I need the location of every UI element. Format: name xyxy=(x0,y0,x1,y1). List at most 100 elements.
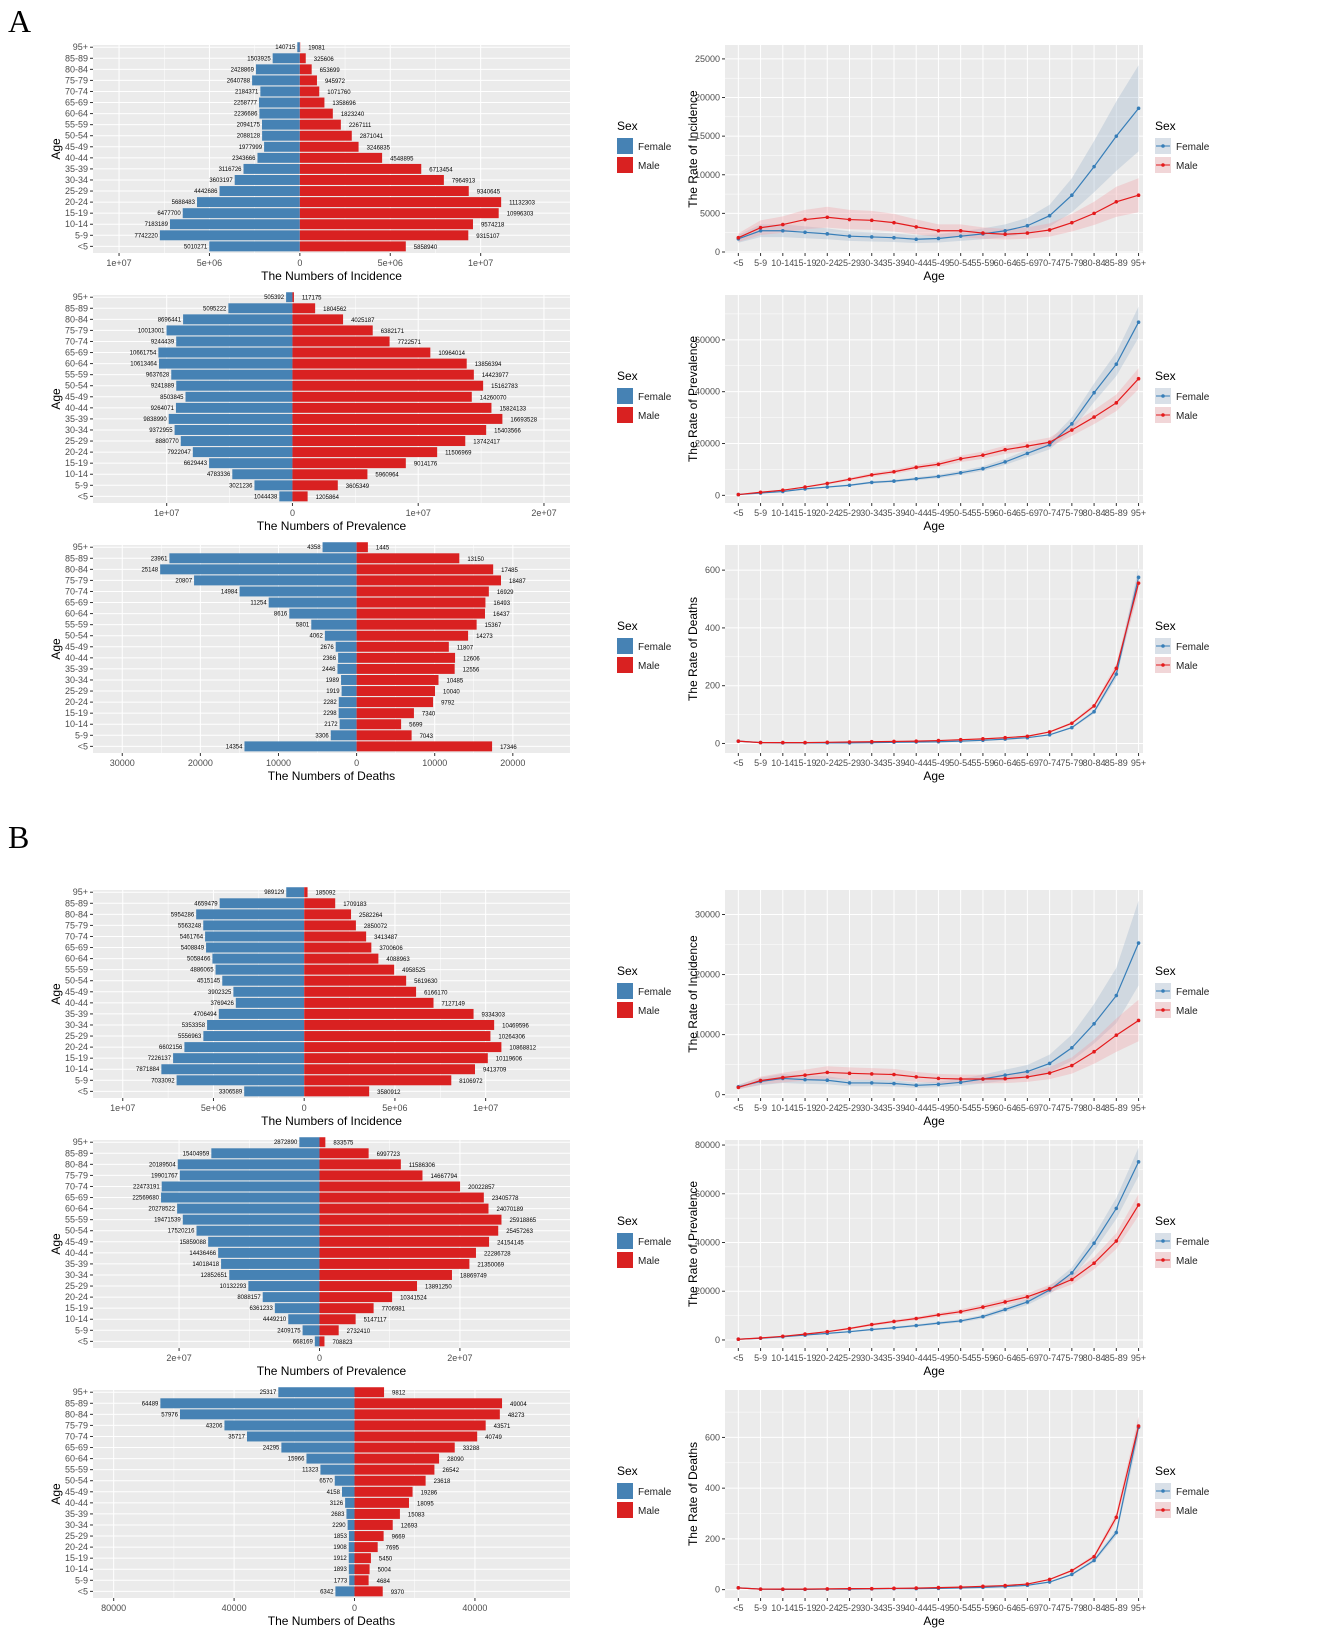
age-tick-label: 20-24 xyxy=(816,1103,839,1113)
female-value-label: 8696441 xyxy=(158,317,182,323)
female-rate-point xyxy=(1114,993,1119,998)
female-bar xyxy=(159,230,300,241)
female-value-label: 9241889 xyxy=(151,384,175,390)
y-tick-label: 20000 xyxy=(695,439,720,449)
age-tick-label: 75-79 xyxy=(65,75,88,85)
male-value-label: 15162783 xyxy=(491,384,518,390)
age-tick-label: 20-24 xyxy=(65,197,88,207)
male-rate-point xyxy=(1070,1063,1074,1068)
y-tick-label: 10000 xyxy=(695,170,720,180)
male-bar xyxy=(319,1247,476,1258)
female-bar xyxy=(257,152,300,163)
y-tick-label: 200 xyxy=(705,681,720,691)
male-rate-point xyxy=(1025,231,1030,235)
female-bar xyxy=(348,1553,355,1564)
legend-item-female: Female xyxy=(1155,1233,1210,1249)
male-bar xyxy=(319,1192,484,1203)
age-tick-label: 55-59 xyxy=(971,758,994,768)
age-tick-label: 40-44 xyxy=(65,653,88,663)
female-value-label: 10013001 xyxy=(138,328,165,334)
female-value-label: 19471539 xyxy=(154,1218,181,1224)
female-bar xyxy=(347,1520,355,1530)
age-tick-label: 45-49 xyxy=(65,642,88,652)
x-tick-label: 5e+06 xyxy=(378,258,403,268)
female-value-label: 4659479 xyxy=(194,901,218,907)
y-tick-label: 60000 xyxy=(695,1189,720,1199)
age-tick-label: 25-29 xyxy=(65,1031,88,1041)
legend-label-male: Male xyxy=(1176,161,1198,172)
legend-item-male: Male xyxy=(1155,1002,1198,1018)
female-rate-point xyxy=(892,479,896,483)
legend-item-male: Male xyxy=(617,157,660,173)
age-tick-label: 80-84 xyxy=(1083,1103,1106,1113)
female-value-label: 4886065 xyxy=(190,968,214,974)
female-bar xyxy=(274,1303,320,1314)
male-value-label: 15367 xyxy=(485,623,502,629)
female-bar xyxy=(222,975,305,986)
female-rate-point xyxy=(1136,1160,1141,1164)
female-rate-point xyxy=(981,1314,985,1319)
age-tick-label: 70-74 xyxy=(1038,1103,1061,1113)
legend-label-male: Male xyxy=(1176,1006,1198,1017)
age-tick-label: 80-84 xyxy=(65,564,88,574)
female-bar xyxy=(264,141,300,152)
female-value-label: 4062 xyxy=(310,634,324,640)
male-value-label: 18487 xyxy=(509,579,526,585)
age-tick-label: 60-64 xyxy=(65,1454,88,1464)
legend-label-male: Male xyxy=(638,1506,660,1517)
plot-panel xyxy=(725,45,1143,253)
x-tick-label: 40000 xyxy=(462,1603,487,1613)
male-bar xyxy=(356,708,414,719)
female-bar xyxy=(182,208,300,219)
female-value-label: 57976 xyxy=(161,1412,178,1418)
male-rate-point xyxy=(1047,730,1052,734)
male-bar xyxy=(292,303,316,314)
female-rate-point xyxy=(1047,1580,1052,1584)
female-value-label: 668169 xyxy=(293,1339,314,1345)
male-bar xyxy=(292,480,338,491)
y-tick-label: 20000 xyxy=(695,970,720,980)
legend-item-male: Male xyxy=(1155,1502,1198,1518)
female-bar xyxy=(288,1314,320,1325)
y-tick-label: 20000 xyxy=(695,1286,720,1296)
age-tick-label: 15-19 xyxy=(65,1553,88,1563)
rate-line-chart-9: 0 20000 40000 60000 80000 <5 5-9 10-14 15-19 20-2… xyxy=(686,1140,1210,1378)
age-tick-label: 20-24 xyxy=(65,1542,88,1552)
female-rate-point xyxy=(825,232,830,236)
female-bar xyxy=(192,447,293,458)
female-bar xyxy=(252,75,300,86)
female-bar xyxy=(244,741,357,752)
age-tick-label: 95+ xyxy=(73,542,88,552)
male-bar xyxy=(354,1520,393,1530)
male-value-label: 3246835 xyxy=(367,145,391,151)
age-tick-label: 45-49 xyxy=(927,1353,950,1363)
male-rate-point xyxy=(1114,1239,1119,1243)
age-tick-label: 65-69 xyxy=(1016,1603,1039,1613)
legend-key-male xyxy=(617,657,633,673)
female-rate-point xyxy=(1136,106,1141,111)
male-rate-point xyxy=(936,1313,941,1317)
male-bar xyxy=(299,208,499,219)
plot-panel xyxy=(725,545,1143,753)
male-rate-point xyxy=(1114,199,1119,204)
female-value-label: 22473191 xyxy=(133,1184,160,1190)
y-tick-label: 5000 xyxy=(700,208,720,218)
y-tick-label: 0 xyxy=(715,738,720,748)
female-rate-point xyxy=(1092,390,1096,395)
female-value-label: 20278522 xyxy=(148,1207,175,1213)
male-bar xyxy=(354,1453,440,1464)
female-rate-point xyxy=(1003,1307,1007,1312)
legend-label-male: Male xyxy=(638,161,660,172)
female-value-label: 7183189 xyxy=(145,222,169,228)
plot-panel xyxy=(725,890,1143,1098)
female-bar xyxy=(218,1008,305,1019)
female-bar xyxy=(179,1409,355,1420)
male-rate-point xyxy=(1114,1515,1119,1520)
male-value-label: 6997723 xyxy=(377,1152,401,1158)
male-value-label: 3605349 xyxy=(346,484,370,490)
male-value-label: 11586306 xyxy=(409,1163,436,1169)
female-bar xyxy=(297,42,300,53)
male-bar xyxy=(292,292,294,303)
age-tick-label: 35-39 xyxy=(882,508,905,518)
female-bar xyxy=(215,964,305,975)
